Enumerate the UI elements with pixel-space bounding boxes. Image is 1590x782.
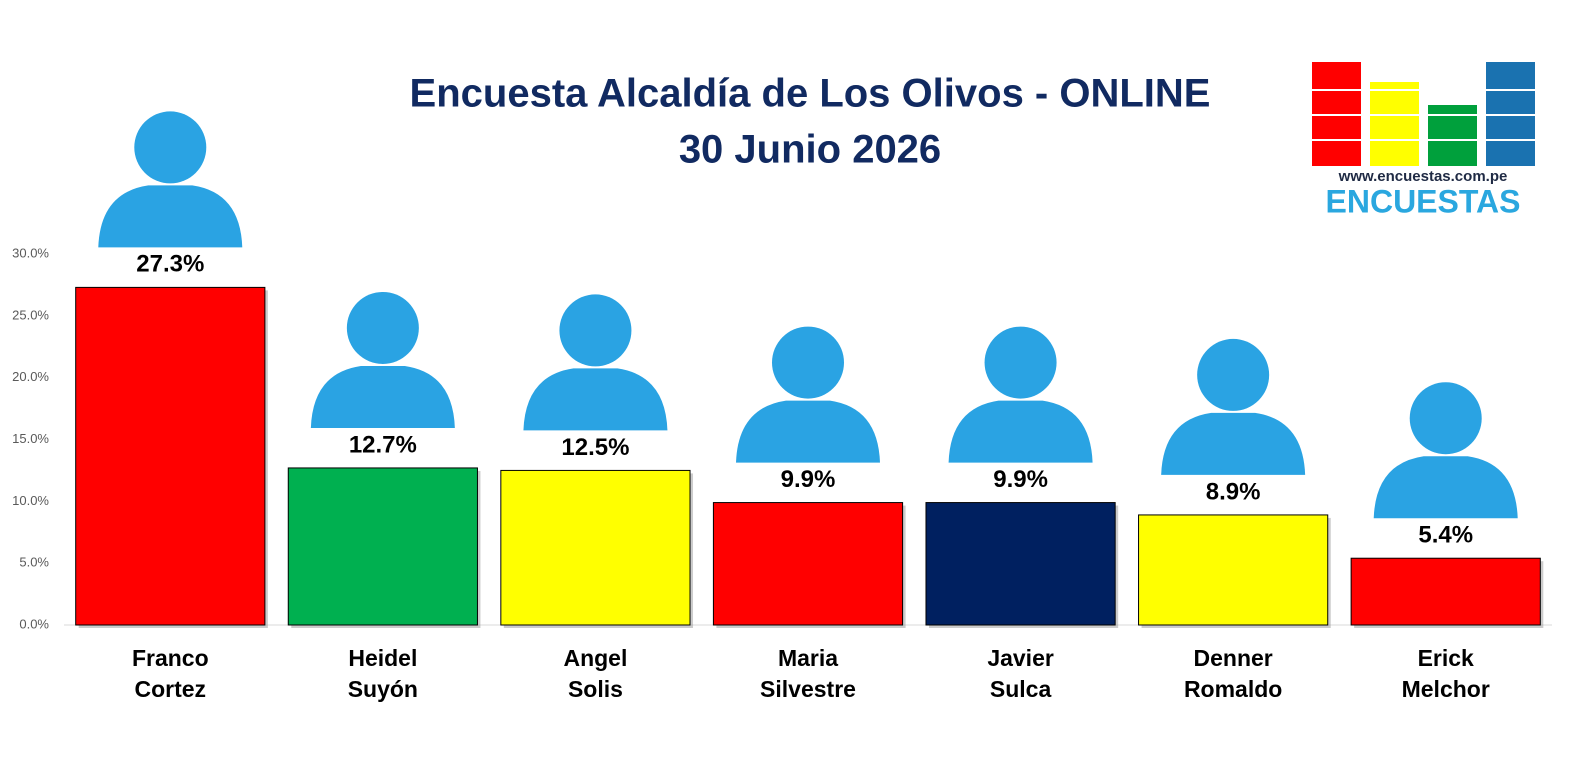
candidate-photo (346, 291, 419, 364)
logo-name: ENCUESTAS (1326, 183, 1521, 219)
x-tick-label: Suyón (348, 676, 418, 702)
candidate-photo (1161, 412, 1306, 475)
y-tick-label: 25.0% (12, 307, 49, 322)
chart-subtitle: 30 Junio 2026 (679, 128, 941, 172)
bar (287, 467, 478, 626)
x-tick-label: Sulca (990, 676, 1052, 702)
candidate-photo (310, 365, 455, 428)
candidate-photo (98, 185, 243, 248)
candidate-photo (1197, 338, 1270, 411)
candidate-photo (523, 368, 668, 431)
x-tick-label: Angel (563, 645, 627, 671)
x-tick-label: Maria (778, 645, 838, 671)
chart-title: Encuesta Alcaldía de Los Olivos - ONLINE (410, 72, 1211, 116)
candidate-photo (736, 400, 880, 463)
value-label: 9.9% (781, 466, 836, 493)
value-label: 8.9% (1206, 478, 1261, 505)
value-label: 12.5% (561, 434, 629, 461)
x-tick-label: Solis (568, 676, 623, 702)
bar (500, 469, 691, 626)
candidate-photo (134, 111, 207, 184)
candidate-photo (1409, 382, 1482, 455)
x-tick-label: Denner (1194, 645, 1273, 671)
x-tick-label: Silvestre (760, 676, 856, 702)
y-tick-label: 0.0% (19, 616, 49, 631)
bar (1350, 557, 1541, 626)
y-tick-label: 15.0% (12, 431, 49, 446)
bar (1138, 514, 1329, 626)
x-tick-label: Melchor (1402, 676, 1490, 702)
x-tick-label: Heidel (348, 645, 417, 671)
y-tick-label: 5.0% (19, 555, 49, 570)
candidate-photo (772, 326, 844, 399)
value-label: 27.3% (136, 251, 204, 278)
logo: www.encuestas.com.pe ENCUESTAS (1312, 62, 1535, 219)
x-tick-label: Franco (132, 645, 209, 671)
candidate-photo (1373, 456, 1518, 519)
value-label: 5.4% (1418, 522, 1473, 549)
bar (712, 502, 904, 626)
y-tick-label: 30.0% (12, 245, 49, 260)
x-tick-label: Javier (987, 645, 1054, 671)
bar (75, 286, 266, 626)
x-tick-label: Romaldo (1184, 676, 1282, 702)
value-label: 9.9% (993, 466, 1048, 493)
candidate-photo (948, 400, 1093, 463)
logo-bar (1370, 82, 1419, 166)
logo-url: www.encuestas.com.pe (1338, 168, 1508, 185)
bar (925, 502, 1116, 626)
x-tick-label: Erick (1418, 645, 1474, 671)
y-tick-label: 20.0% (12, 369, 49, 384)
x-tick-label: Cortez (135, 676, 207, 702)
y-tick-label: 10.0% (12, 493, 49, 508)
candidate-photo (559, 294, 632, 367)
value-label: 12.7% (349, 431, 417, 458)
candidate-photo (984, 326, 1057, 399)
